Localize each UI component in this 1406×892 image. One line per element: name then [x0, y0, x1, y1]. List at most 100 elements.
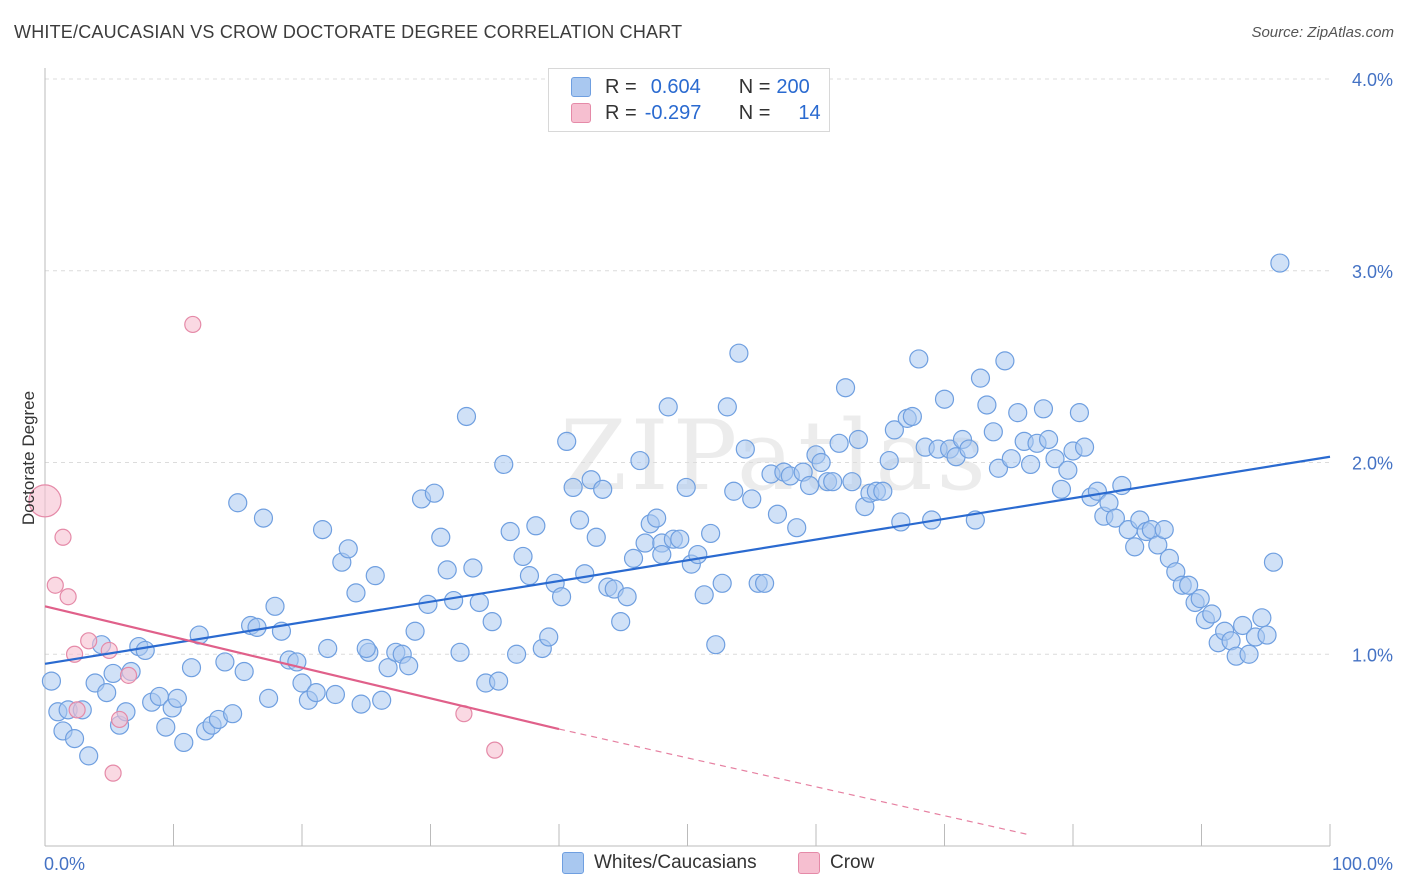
point-whites	[1179, 575, 1199, 595]
point-whites	[1069, 403, 1090, 423]
legend-r-value: 0.604	[650, 75, 701, 98]
legend-row-crow: R = -0.297 N = 14	[571, 101, 821, 125]
point-whites	[970, 368, 991, 388]
point-whites	[1270, 253, 1290, 273]
point-whites	[829, 433, 849, 453]
point-whites	[983, 422, 1003, 442]
point-whites	[593, 479, 613, 499]
point-whites	[842, 472, 862, 492]
point-whites	[1239, 644, 1259, 664]
point-whites	[1038, 429, 1059, 450]
point-whites	[891, 512, 911, 532]
bottom-legend-swatch-crow	[798, 852, 820, 874]
point-whites	[174, 732, 194, 753]
point-whites	[234, 661, 254, 682]
bottom-legend-crow: Crow	[798, 852, 874, 874]
point-whites	[482, 612, 502, 632]
point-whites	[1105, 508, 1126, 528]
point-crow	[119, 666, 138, 684]
point-whites	[1020, 454, 1041, 475]
point-whites	[338, 539, 358, 559]
y-axis-label: Doctorate Degree	[19, 391, 38, 525]
bottom-legend-label-crow: Crow	[830, 852, 875, 873]
point-whites	[611, 612, 631, 632]
point-whites	[811, 452, 831, 473]
y-tick-label: 3.0%	[1352, 262, 1393, 282]
point-crow	[486, 741, 504, 759]
point-whites	[835, 378, 856, 398]
point-whites	[670, 529, 690, 549]
point-whites	[742, 489, 762, 509]
point-whites	[647, 508, 667, 528]
point-whites	[557, 431, 577, 452]
y-tick-label: 1.0%	[1352, 645, 1393, 665]
point-whites	[729, 343, 749, 363]
point-whites	[223, 704, 243, 724]
point-whites	[365, 566, 385, 586]
x-tick-label: 100.0%	[1332, 854, 1393, 874]
point-whites	[506, 644, 527, 664]
point-whites	[456, 406, 477, 427]
point-whites	[658, 397, 678, 417]
legend-swatch-whites	[571, 77, 591, 97]
point-whites	[79, 746, 99, 766]
point-whites	[617, 587, 637, 607]
bottom-legend-whites: Whites/Caucasians	[562, 852, 757, 874]
point-whites	[688, 544, 708, 565]
point-whites	[563, 477, 583, 498]
point-whites	[228, 493, 248, 513]
point-whites	[848, 429, 869, 450]
series-crow	[28, 315, 504, 782]
chart-title: WHITE/CAUCASIAN VS CROW DOCTORATE DEGREE…	[14, 22, 683, 42]
legend-row-whites: R = 0.604 N = 200	[571, 75, 810, 99]
point-whites	[569, 510, 590, 530]
point-whites	[959, 439, 979, 459]
point-crow	[68, 701, 86, 719]
point-whites	[526, 516, 546, 536]
point-crow	[100, 641, 118, 660]
point-whites	[306, 682, 326, 703]
point-whites	[351, 694, 371, 714]
point-whites	[258, 688, 279, 708]
point-whites	[724, 481, 744, 501]
point-whites	[799, 475, 820, 496]
point-whites	[97, 682, 117, 703]
point-whites	[873, 481, 893, 501]
point-whites	[767, 504, 788, 524]
point-whites	[135, 640, 155, 661]
point-whites	[1033, 399, 1054, 419]
point-whites	[551, 587, 572, 607]
point-whites	[1202, 604, 1222, 624]
point-whites	[399, 656, 419, 676]
bottom-legend-swatch-whites	[562, 852, 584, 874]
point-whites	[575, 564, 595, 584]
point-whites	[437, 560, 457, 580]
point-whites	[635, 533, 655, 553]
point-whites	[181, 658, 202, 678]
point-whites	[167, 688, 187, 708]
point-whites	[378, 658, 398, 678]
point-whites	[1154, 520, 1174, 540]
legend-n-value: 14	[798, 101, 821, 124]
point-crow	[54, 528, 72, 546]
point-whites	[494, 454, 514, 475]
trend-line-crow-extension	[558, 728, 1029, 836]
point-whites	[156, 717, 176, 737]
point-whites	[1045, 449, 1065, 469]
point-whites	[247, 617, 267, 638]
point-crow	[184, 315, 202, 334]
point-whites	[103, 663, 123, 684]
point-whites	[586, 527, 606, 547]
point-crow	[28, 484, 62, 518]
point-whites	[405, 621, 425, 641]
trend-lines	[44, 455, 1331, 836]
point-whites	[977, 395, 997, 415]
point-whites	[787, 518, 807, 538]
legend-n-label: N =	[738, 75, 771, 98]
point-whites	[265, 596, 285, 616]
point-whites	[884, 420, 904, 440]
point-crow	[104, 764, 122, 782]
point-whites	[418, 594, 438, 614]
point-whites	[469, 592, 489, 613]
